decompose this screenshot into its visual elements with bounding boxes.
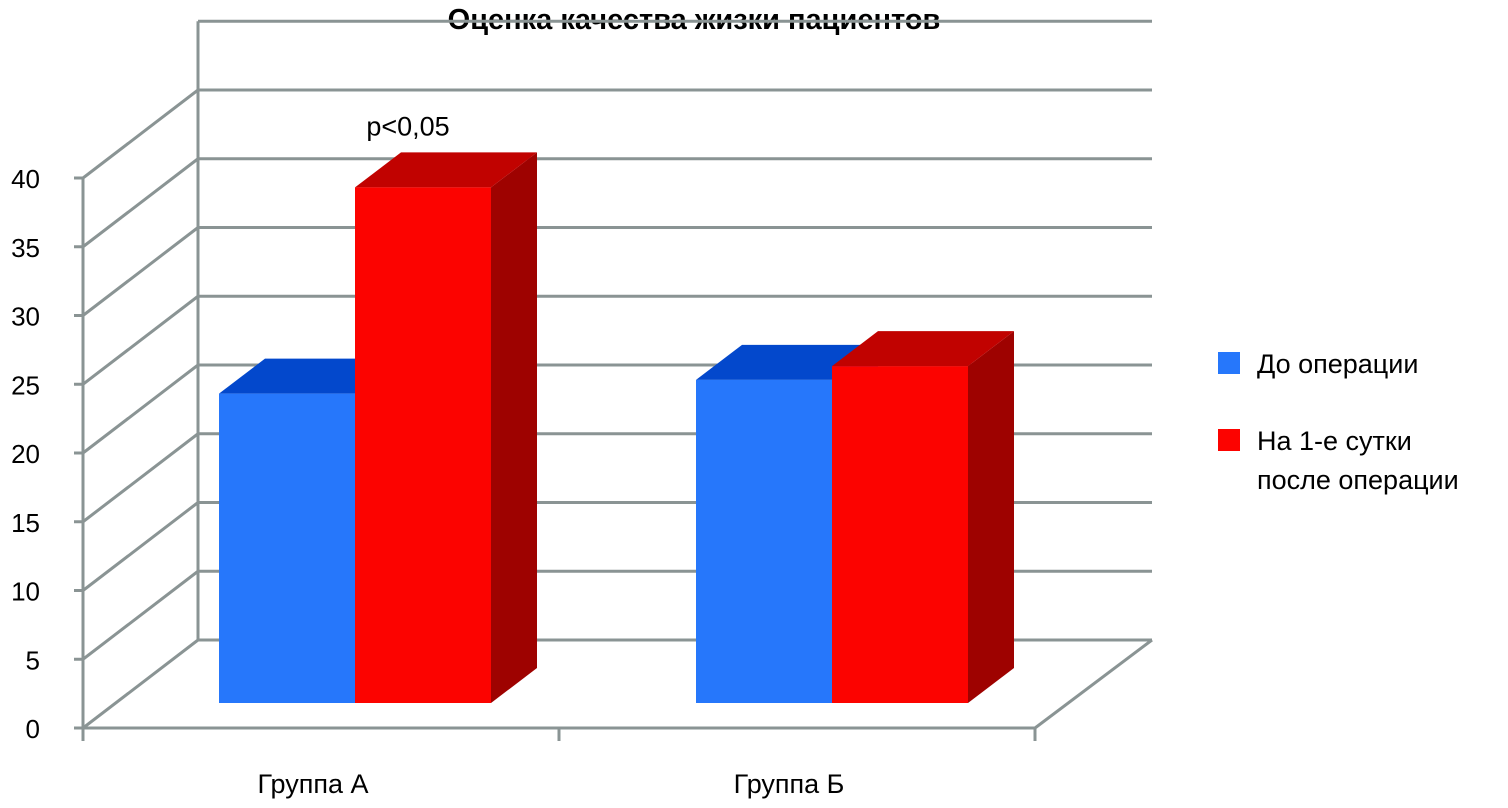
y-tick-label-6: 30 [11, 302, 40, 332]
legend-label-1-line-0: На 1-е сутки [1257, 426, 1412, 456]
bar-side-1-1 [968, 331, 1014, 703]
bar-side-1-0 [491, 152, 537, 703]
legend-item-0: До операции [1218, 349, 1418, 379]
bar-1-1 [832, 331, 1014, 703]
bar-front-0-0 [219, 393, 355, 703]
x-category-label-0: Группа А [257, 769, 368, 799]
gridline-diagonal-6 [82, 226, 199, 317]
bar-front-1-1 [832, 366, 968, 703]
gridline-diagonal-0 [82, 638, 199, 730]
y-tick-label-5: 25 [11, 370, 40, 400]
labels: 0 5 10 15 20 25 30 35 40 Группа А Группа Б p<0,05 [11, 111, 844, 799]
legend-label-1-line-1: после операции [1257, 465, 1459, 495]
y-tick-label-2: 10 [11, 577, 40, 607]
significance-annotation: p<0,05 [366, 111, 449, 141]
legend: До операции На 1-е сутки после операции [1218, 349, 1459, 495]
legend-swatch-0 [1218, 352, 1240, 374]
legend-label-0: До операции [1257, 349, 1418, 379]
y-tick-label-8: 40 [11, 164, 40, 194]
x-category-label-1: Группа Б [734, 769, 845, 799]
y-tick-label-1: 5 [26, 645, 40, 675]
y-tick-label-3: 15 [11, 508, 40, 538]
legend-swatch-1 [1218, 429, 1240, 451]
floor-right-edge [1034, 638, 1153, 730]
gridline-diagonal-1 [82, 570, 199, 661]
bar-front-1-0 [355, 187, 491, 703]
y-tick-label-4: 20 [11, 439, 40, 469]
gridline-diagonal-8 [82, 88, 199, 180]
bar-top-1-0 [355, 152, 537, 188]
bars [219, 152, 1014, 703]
legend-item-1: На 1-е сутки после операции [1218, 426, 1459, 495]
y-tick-label-0: 0 [26, 714, 40, 744]
gridline-diagonal-3 [82, 432, 199, 523]
gridline-diagonal-7 [82, 157, 199, 248]
gridline-diagonal-5 [82, 295, 199, 386]
bar-1-0 [355, 152, 537, 703]
bar-front-0-1 [696, 379, 832, 703]
bar-top-1-1 [832, 331, 1014, 367]
y-tick-label-7: 35 [11, 233, 40, 263]
gridline-diagonal-4 [82, 363, 199, 455]
gridline-diagonal-2 [82, 501, 199, 592]
axes [74, 176, 1153, 741]
